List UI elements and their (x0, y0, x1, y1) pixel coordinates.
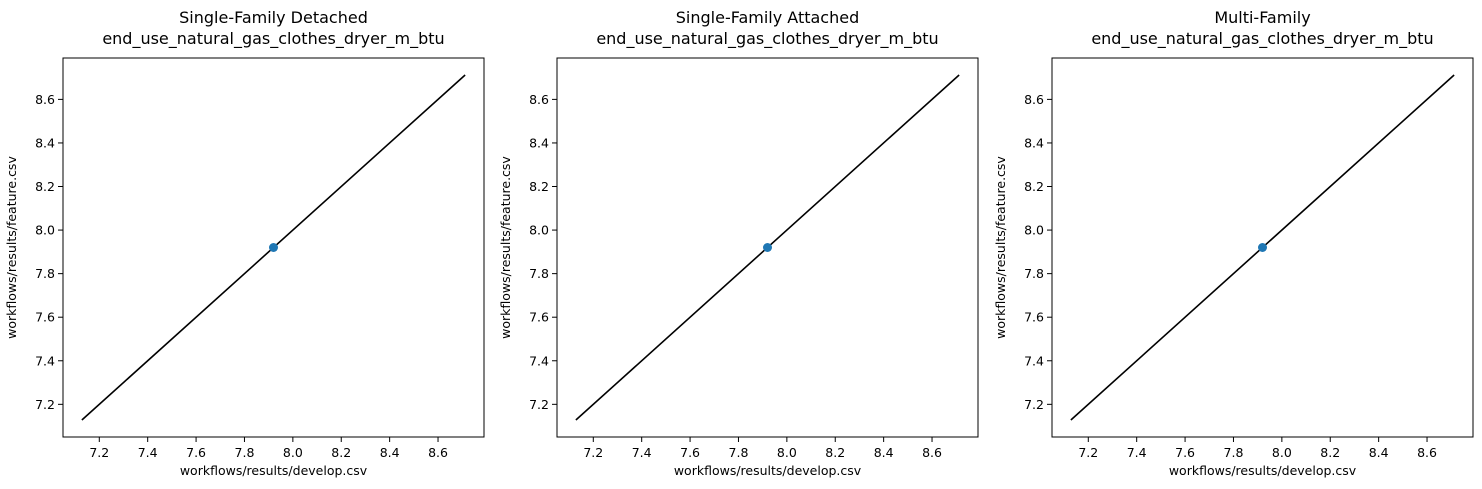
data-point (269, 243, 278, 252)
x-tick-label: 8.2 (825, 445, 845, 460)
x-axis-label: workflows/results/develop.csv (674, 463, 862, 478)
y-tick-label: 8.2 (1024, 179, 1044, 194)
y-tick-label: 7.2 (1024, 397, 1044, 412)
y-tick-label: 8.2 (35, 179, 55, 194)
x-tick-label: 7.2 (1078, 445, 1098, 460)
data-point (1258, 243, 1267, 252)
x-tick-label: 8.4 (874, 445, 894, 460)
y-tick-label: 8.0 (529, 223, 549, 238)
y-tick-label: 8.4 (1024, 135, 1044, 150)
x-tick-label: 8.2 (1320, 445, 1340, 460)
x-tick-label: 7.6 (186, 445, 206, 460)
y-tick-label: 7.4 (1024, 353, 1044, 368)
x-tick-label: 7.8 (1224, 445, 1244, 460)
x-axis-label: workflows/results/develop.csv (1169, 463, 1357, 478)
axes-frame (62, 57, 485, 438)
y-tick-label: 7.8 (35, 266, 55, 281)
x-tick-label: 7.4 (632, 445, 652, 460)
x-tick-label: 8.4 (380, 445, 400, 460)
y-axis-label: workflows/results/feature.csv (4, 156, 19, 339)
y-tick-label: 8.6 (35, 92, 55, 107)
x-tick-label: 8.0 (1272, 445, 1292, 460)
x-tick-label: 8.0 (283, 445, 303, 460)
y-axis-label: workflows/results/feature.csv (993, 156, 1008, 339)
x-tick-label: 8.6 (1417, 445, 1437, 460)
chart-subtitle: end_use_natural_gas_clothes_dryer_m_btu (596, 29, 938, 49)
x-tick-label: 8.2 (331, 445, 351, 460)
subplot-2: 7.2 7.4 7.6 7.8 8.0 8.2 8.4 8.6 7.2 7.4 7.6 7.8 8.0 8… (498, 8, 979, 478)
x-tick-label: 7.2 (583, 445, 603, 460)
axes-frame (1051, 57, 1474, 438)
x-tick-label: 7.8 (729, 445, 749, 460)
x-tick-label: 7.4 (138, 445, 158, 460)
x-tick-label: 8.6 (428, 445, 448, 460)
y-tick-label: 8.4 (35, 135, 55, 150)
subplot-3: 7.2 7.4 7.6 7.8 8.0 8.2 8.4 8.6 7.2 7.4 7.6 7.8 8.0 8… (993, 8, 1474, 478)
y-tick-label: 7.8 (1024, 266, 1044, 281)
y-tick-label: 7.6 (35, 310, 55, 325)
data-point (763, 243, 772, 252)
chart-title: Multi-Family (1214, 8, 1310, 27)
subplot-1: 7.2 7.4 7.6 7.8 8.0 8.2 8.4 8.6 7.2 7.4 7.6 7.8 8.0 8… (4, 8, 485, 478)
y-tick-label: 7.6 (1024, 310, 1044, 325)
x-tick-label: 7.4 (1127, 445, 1147, 460)
y-tick-label: 8.0 (35, 223, 55, 238)
y-tick-label: 8.0 (1024, 223, 1044, 238)
x-tick-label: 7.2 (89, 445, 109, 460)
x-tick-label: 7.8 (235, 445, 255, 460)
x-tick-label: 8.6 (922, 445, 942, 460)
y-tick-label: 7.6 (529, 310, 549, 325)
x-tick-label: 8.4 (1369, 445, 1389, 460)
x-tick-label: 7.6 (680, 445, 700, 460)
y-tick-label: 8.2 (529, 179, 549, 194)
y-tick-label: 7.8 (529, 266, 549, 281)
y-axis-label: workflows/results/feature.csv (498, 156, 513, 339)
x-axis-label: workflows/results/develop.csv (180, 463, 368, 478)
y-tick-label: 8.6 (529, 92, 549, 107)
chart-subtitle: end_use_natural_gas_clothes_dryer_m_btu (102, 29, 444, 49)
y-tick-label: 8.4 (529, 135, 549, 150)
chart-title: Single-Family Attached (676, 8, 859, 27)
axes-frame (556, 57, 979, 438)
y-tick-label: 7.4 (35, 353, 55, 368)
x-tick-label: 8.0 (777, 445, 797, 460)
y-tick-label: 8.6 (1024, 92, 1044, 107)
y-tick-label: 7.2 (529, 397, 549, 412)
chart-subtitle: end_use_natural_gas_clothes_dryer_m_btu (1091, 29, 1433, 49)
chart-title: Single-Family Detached (179, 8, 368, 27)
y-tick-label: 7.2 (35, 397, 55, 412)
x-tick-label: 7.6 (1175, 445, 1195, 460)
y-tick-label: 7.4 (529, 353, 549, 368)
